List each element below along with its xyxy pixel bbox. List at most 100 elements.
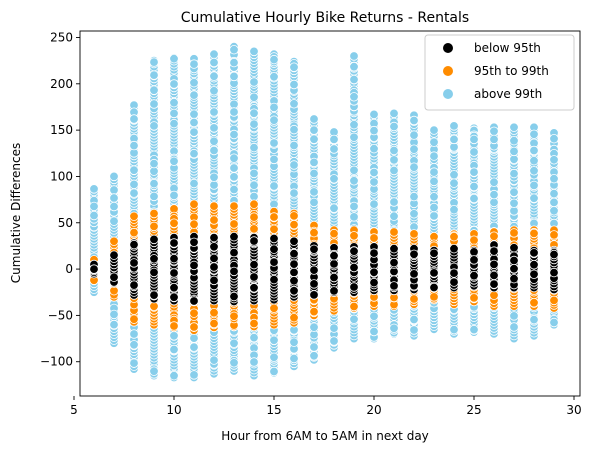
legend-label-below-95th: below 95th <box>474 41 541 55</box>
data-point-above-99th <box>369 326 379 337</box>
data-point-above-99th <box>529 129 539 140</box>
data-point-below-95th <box>129 258 139 268</box>
data-point-below-95th <box>489 270 499 281</box>
data-point-95th-to-99th <box>109 236 119 247</box>
data-point-above-99th <box>509 198 519 209</box>
data-point-below-95th <box>329 272 339 283</box>
data-point-above-99th <box>149 99 159 109</box>
data-point-below-95th <box>129 239 139 250</box>
data-point-above-99th-outlier <box>329 134 339 145</box>
data-point-below-95th <box>349 262 359 273</box>
data-point-above-99th <box>549 173 559 184</box>
data-point-95th-to-99th <box>169 218 179 228</box>
data-point-above-99th <box>469 167 479 177</box>
data-point-above-99th <box>189 148 199 159</box>
data-point-above-99th <box>149 178 159 189</box>
data-point-above-99th <box>229 129 239 140</box>
data-point-above-99th-outlier <box>389 145 399 156</box>
data-point-95th-to-99th <box>129 314 139 324</box>
data-point-above-99th-outlier <box>129 114 139 124</box>
data-point-above-99th <box>89 184 99 194</box>
data-point-95th-to-99th <box>129 227 139 238</box>
data-point-95th-to-99th <box>449 231 459 242</box>
data-point-below-95th <box>309 265 319 275</box>
data-point-above-99th-outlier <box>549 155 559 165</box>
data-point-above-99th <box>149 57 159 67</box>
legend-label-95th-to-99th: 95th to 99th <box>474 64 549 78</box>
data-point-above-99th <box>189 117 199 128</box>
data-point-below-95th <box>169 283 179 293</box>
data-point-below-95th <box>509 243 519 253</box>
data-point-below-95th <box>409 249 419 260</box>
legend: below 95th 95th to 99th above 99th <box>424 34 575 111</box>
data-point-below-95th <box>469 255 479 265</box>
data-point-below-95th <box>549 249 559 260</box>
data-point-above-99th <box>269 181 279 191</box>
data-point-95th-to-99th <box>269 303 279 314</box>
legend-marker-below-95th <box>443 43 453 53</box>
data-point-below-95th <box>309 279 319 289</box>
data-point-above-99th <box>369 167 379 178</box>
data-point-above-99th <box>169 118 179 129</box>
data-point-above-99th <box>229 71 239 82</box>
data-point-above-99th <box>389 108 399 119</box>
data-point-95th-to-99th <box>229 311 239 322</box>
data-point-below-95th <box>309 244 319 255</box>
data-point-above-99th <box>249 119 259 129</box>
data-point-above-99th <box>349 119 359 130</box>
data-point-above-99th <box>549 197 559 208</box>
data-point-95th-to-99th <box>209 201 219 211</box>
data-point-above-99th <box>309 114 319 124</box>
data-point-above-99th <box>229 163 239 173</box>
data-point-95th-to-99th <box>289 313 299 323</box>
data-point-95th-to-99th <box>309 227 319 238</box>
data-point-below-95th <box>529 260 539 270</box>
data-point-above-99th <box>489 197 499 208</box>
data-point-above-99th <box>89 210 99 221</box>
data-point-above-99th <box>309 187 319 197</box>
data-point-above-99th <box>369 311 379 322</box>
data-point-below-95th <box>289 259 299 269</box>
data-point-above-99th <box>109 216 119 226</box>
data-point-above-99th <box>509 311 519 321</box>
data-point-above-99th <box>489 177 499 187</box>
data-point-95th-to-99th <box>209 215 219 225</box>
data-point-above-99th <box>249 357 259 367</box>
data-point-above-99th <box>509 322 519 332</box>
data-point-below-95th <box>429 282 439 293</box>
points-layer <box>89 42 559 383</box>
data-point-below-95th <box>169 268 179 278</box>
data-point-above-99th <box>289 124 299 135</box>
data-point-above-99th-outlier <box>369 143 379 154</box>
data-point-below-95th <box>269 257 279 267</box>
data-point-above-99th-outlier <box>469 134 479 145</box>
data-point-below-95th <box>469 247 479 257</box>
data-point-95th-to-99th <box>469 235 479 245</box>
data-point-above-99th <box>309 342 319 352</box>
data-point-below-95th <box>89 264 99 274</box>
data-point-above-99th <box>429 176 439 187</box>
data-point-below-95th <box>289 248 299 259</box>
data-point-above-99th <box>189 90 199 100</box>
data-point-95th-to-99th <box>509 228 519 238</box>
data-point-above-99th <box>349 165 359 176</box>
data-point-below-95th <box>229 247 239 258</box>
y-tick-label: −50 <box>48 308 73 322</box>
data-point-above-99th <box>169 97 179 108</box>
data-point-above-99th <box>189 370 199 380</box>
data-point-above-99th <box>129 179 139 190</box>
data-point-above-99th <box>289 337 299 347</box>
data-point-above-99th <box>269 335 279 346</box>
data-point-above-99th <box>149 191 159 202</box>
data-point-below-95th <box>249 272 259 282</box>
y-tick-label: 250 <box>50 30 73 44</box>
data-point-below-95th <box>509 274 519 284</box>
data-point-above-99th <box>469 147 479 157</box>
data-point-above-99th <box>369 177 379 187</box>
data-point-above-99th <box>209 71 219 81</box>
data-point-below-95th <box>509 255 519 266</box>
data-point-above-99th <box>329 174 339 184</box>
data-point-below-95th <box>409 269 419 279</box>
data-point-below-95th <box>309 290 319 300</box>
